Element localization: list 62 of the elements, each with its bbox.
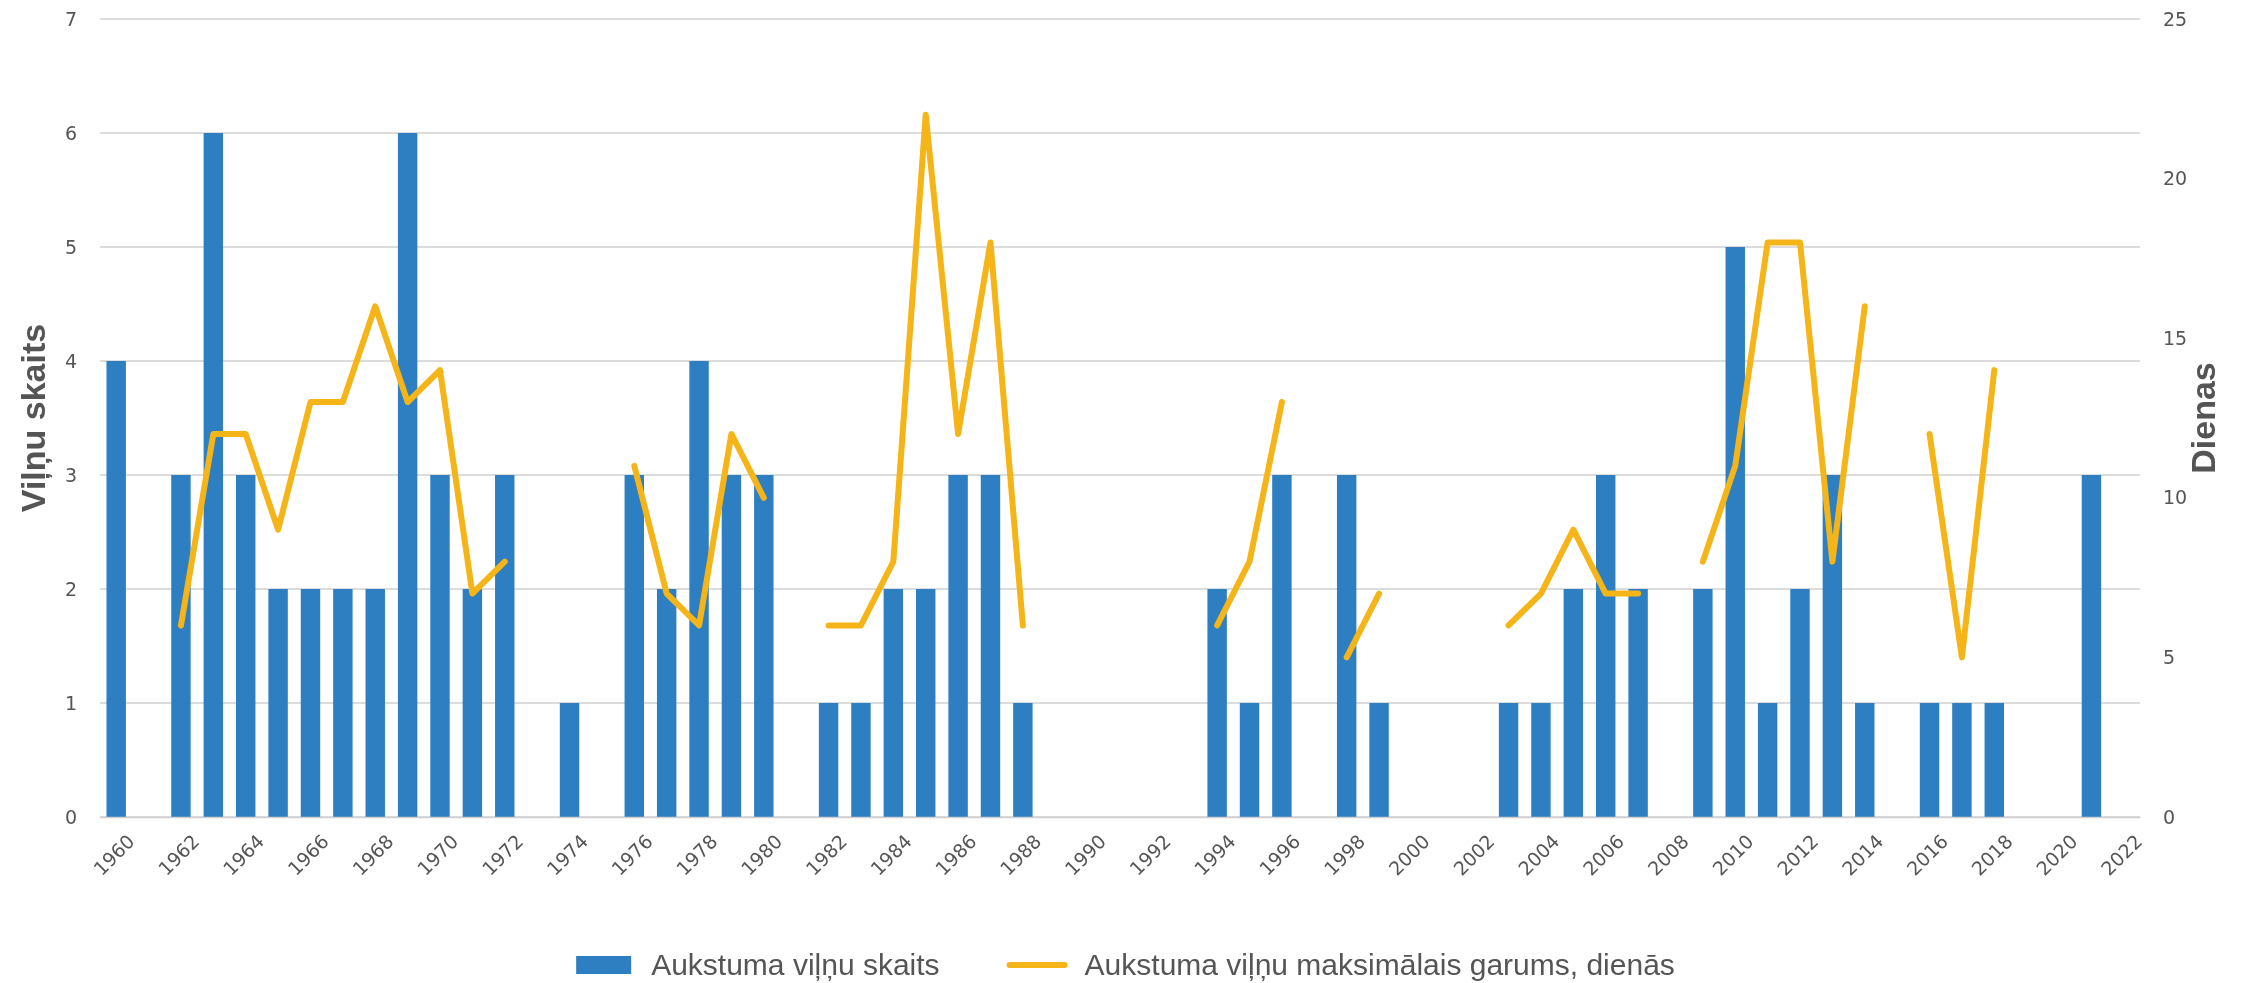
bar: [980, 475, 1001, 817]
bar: [851, 703, 871, 817]
bar: [1984, 703, 2004, 817]
bar: [1498, 703, 1519, 817]
bar: [1207, 589, 1227, 817]
y2-tick-label: 5: [2163, 645, 2176, 668]
bar: [1919, 703, 1940, 817]
bar: [559, 703, 580, 817]
bar: [1239, 703, 1260, 817]
bar: [1531, 703, 1551, 817]
bar: [624, 475, 644, 817]
y2-tick-label: 15: [2163, 326, 2188, 349]
bar: [1693, 589, 1713, 817]
y-tick-label: 0: [64, 805, 77, 828]
bar: [689, 361, 709, 817]
bar: [268, 589, 288, 817]
bar: [883, 589, 904, 817]
y2-tick-label: 20: [2163, 167, 2188, 190]
bar: [1855, 703, 1875, 817]
bar: [203, 133, 224, 817]
y-tick-label: 3: [64, 463, 77, 486]
bar: [1790, 589, 1810, 817]
bar: [818, 703, 839, 817]
bar: [462, 589, 483, 817]
y2-axis-title: Dienas: [2184, 362, 2222, 474]
y2-tick-label: 25: [2163, 7, 2188, 30]
y-axis-title: Viļņu skaits: [14, 323, 52, 513]
bar: [300, 589, 321, 817]
bar: [1272, 475, 1292, 817]
y-tick-label: 5: [64, 235, 77, 258]
y-tick-label: 1: [64, 691, 77, 714]
y2-tick-label: 0: [2163, 805, 2176, 828]
bar: [721, 475, 742, 817]
bar: [1369, 703, 1389, 817]
bar: [1628, 589, 1648, 817]
legend-label: Aukstuma viļņu skaits: [651, 948, 940, 981]
legend-label: Aukstuma viļņu maksimālais garums, dienās: [1084, 948, 1675, 981]
bar: [171, 475, 191, 817]
y-tick-label: 2: [64, 577, 77, 600]
bar: [430, 475, 450, 817]
bar: [495, 475, 515, 817]
bar: [656, 589, 677, 817]
bar: [1563, 589, 1584, 817]
y2-tick-label: 10: [2163, 486, 2188, 509]
y-tick-label: 4: [64, 349, 77, 372]
bar: [754, 475, 774, 817]
bar: [1725, 247, 1745, 817]
bar: [365, 589, 385, 817]
bar: [1596, 475, 1616, 817]
bar: [1013, 703, 1033, 817]
bar: [333, 589, 353, 817]
bar: [916, 589, 936, 817]
bar: [1952, 703, 1972, 817]
bar: [236, 475, 256, 817]
bar: [106, 361, 126, 817]
bar: [1336, 475, 1357, 817]
bar: [2081, 475, 2102, 817]
y-tick-label: 7: [64, 7, 77, 30]
y-tick-label: 6: [64, 121, 77, 144]
bar: [948, 475, 968, 817]
bar: [1757, 703, 1778, 817]
bar: [397, 133, 418, 817]
